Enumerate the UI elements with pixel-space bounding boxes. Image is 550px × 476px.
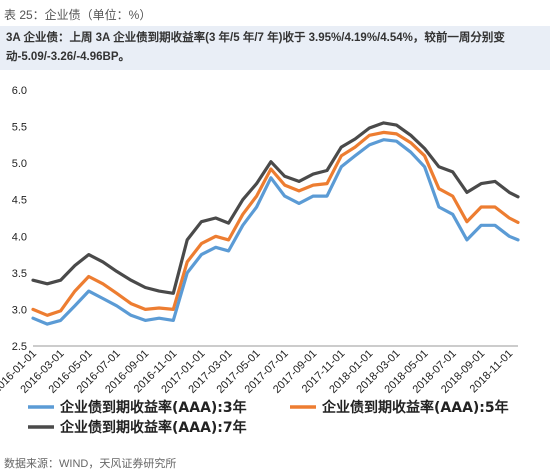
legend: 企业债到期收益率(AAA):3年 企业债到期收益率(AAA):5年企业债到期收益率… — [28, 399, 509, 436]
y-tick-label: 6.0 — [12, 85, 27, 97]
y-tick-label: 5.5 — [12, 122, 27, 134]
series-line-3 — [31, 121, 520, 295]
legend-label-1: 企业债到期收益率(AAA):3年 — [59, 399, 247, 416]
table-caption: 表 25：企业债（单位：%） — [4, 8, 152, 22]
line-chart: 2.5 3.0 3.5 4.0 4.5 5.0 5.5 6.0 2016-01-012016-… — [0, 85, 520, 436]
y-tick-label: 3.5 — [12, 268, 27, 280]
y-tick-label: 5.0 — [12, 158, 27, 170]
series-line-1 — [31, 138, 520, 326]
legend-label-2: 企业债到期收益率(AAA):5年 — [321, 399, 509, 416]
data-source: 数据来源：WIND，天风证券研究所 — [4, 458, 177, 470]
series-group — [31, 121, 520, 326]
summary-text: 3A 企业债：上周 3A 企业债到期收益率(3 年/5 年/7 年)收于 3.9… — [0, 26, 550, 70]
series-line-2 — [31, 130, 520, 317]
y-tick-label: 4.5 — [12, 195, 27, 207]
x-axis: 2016-01-012016-03-012016-05-012016-07-01… — [0, 348, 515, 396]
y-axis: 2.5 3.0 3.5 4.0 4.5 5.0 5.5 6.0 — [12, 85, 518, 353]
y-tick-label: 3.0 — [12, 304, 27, 316]
y-tick-label: 2.5 — [12, 341, 27, 353]
legend-label-3: 企业债到期收益率(AAA):7年 — [59, 419, 247, 436]
y-tick-label: 4.0 — [12, 231, 27, 243]
